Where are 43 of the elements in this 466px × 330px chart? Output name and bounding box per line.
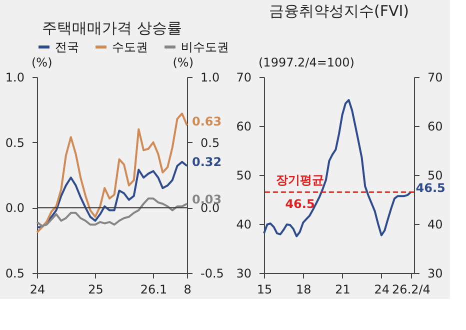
y2-tick-label: 60 [428, 120, 443, 134]
legend-label: 전국 [55, 40, 79, 54]
chart-title: 주택매매가격 상승률 [42, 19, 182, 37]
x-tick-label: 26.2/4 [392, 282, 430, 296]
line-series [36, 160, 188, 228]
y-tick-label: 0.5 [5, 266, 24, 280]
y2-tick-label: 0.5 [200, 136, 220, 150]
ref-line-label: 장기평균 [276, 173, 324, 188]
annotation: 0.63 [192, 114, 222, 128]
annotation: 46.5 [416, 181, 446, 196]
y2-tick-label: 1.0 [200, 70, 220, 84]
legend-label: 비수도권 [181, 40, 229, 54]
y-tick-label: 40 [236, 218, 252, 232]
line-series [263, 99, 412, 238]
x-tick-label: 25 [88, 282, 104, 296]
x-tick-label: 15 [256, 282, 272, 296]
x-tick-label: 26.1 [140, 282, 168, 296]
chart-title: 금융취약성지수(FVI) [268, 2, 410, 20]
x-tick-label: 24 [30, 282, 46, 296]
y2-tick-label: 40 [428, 218, 443, 232]
y2-tick-label: -0.5 [200, 266, 224, 280]
y-tick-label: 0.0 [5, 201, 24, 216]
y-axis-title: (1997.2/4=100) [258, 56, 354, 70]
text: 46.5 [285, 197, 315, 212]
line-series [36, 198, 188, 227]
annotation: 0.32 [192, 154, 222, 169]
y-axis-title: (%) [32, 56, 52, 70]
x-tick-label: 21 [335, 282, 350, 296]
y2-tick-label: 70 [428, 70, 443, 84]
y-tick-label: 60 [236, 120, 252, 134]
y-tick-label: 1.0 [5, 70, 24, 84]
x-tick-label: 8 [184, 282, 192, 296]
y2-tick-label: 30 [428, 266, 443, 280]
x-tick-label: 18 [296, 282, 312, 296]
x-tick-label: 24 [374, 282, 390, 296]
y-tick-label: 50 [236, 168, 252, 182]
y2-tick-label: 50 [428, 168, 443, 182]
line-series [36, 112, 188, 234]
y-tick-label: 30 [236, 266, 252, 280]
y2-axis-title: (%) [172, 56, 194, 70]
y-tick-label: 0.5 [5, 136, 24, 150]
legend-label: 수도권 [112, 40, 148, 54]
y-tick-label: 70 [236, 70, 252, 84]
